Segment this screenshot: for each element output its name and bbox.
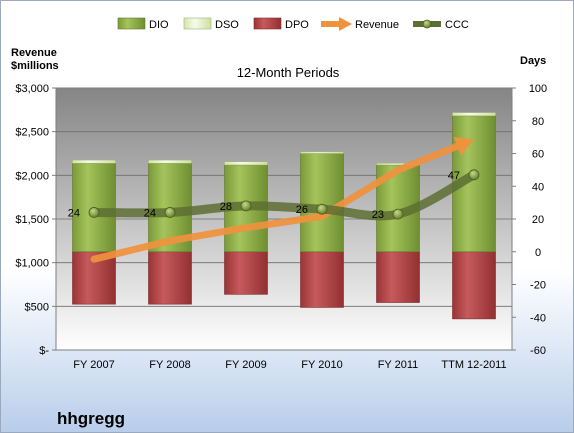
lines: 24 24 28 26 23 47 — [68, 136, 480, 263]
right-tick-label: 80 — [532, 116, 544, 128]
left-tick-label: $500 — [25, 301, 49, 313]
legend-swatch-dso — [183, 17, 212, 30]
legend-marker-ccc — [422, 19, 432, 29]
bar-dso-fy-2010 — [300, 151, 344, 154]
ccc-marker-ttm-12-2011 — [468, 169, 480, 181]
legend-label-dpo: DPO — [285, 19, 309, 31]
bars — [72, 112, 496, 320]
right-tick-label: -60 — [530, 345, 546, 357]
bar-dso-fy-2007 — [72, 159, 116, 164]
legend: DIO DSO DPO Revenue CCC — [117, 17, 469, 31]
ccc-data-label-fy-2008: 24 — [144, 207, 156, 219]
x-tick-label-fy-2009: FY 2009 — [225, 359, 266, 371]
legend-label-dso: DSO — [215, 19, 239, 31]
bar-dso-fy-2009 — [224, 161, 268, 166]
left-axis-title: Revenue $millions — [11, 47, 81, 73]
ccc-data-label-fy-2011: 23 — [372, 209, 384, 221]
ccc-data-label-fy-2007: 24 — [68, 207, 80, 219]
right-tick-label: -20 — [530, 280, 546, 292]
x-tick-label-fy-2008: FY 2008 — [149, 359, 190, 371]
ccc-marker-fy-2007 — [88, 207, 100, 218]
left-tick-label: $2,500 — [15, 127, 49, 139]
right-axis: -60 -40 -20 0 20 40 60 80 100 — [512, 83, 547, 357]
left-tick-label: $- — [39, 345, 49, 357]
bar-dso-fy-2008 — [148, 159, 192, 164]
left-axis: $- $500 $1,000 $1,500 $2,000 $2,500 $3,000 — [15, 83, 56, 357]
x-axis: FY 2007 FY 2008 FY 2009 FY 2010 FY 2011 TTM 1… — [73, 359, 506, 371]
ccc-marker-fy-2011 — [392, 208, 404, 220]
bar-dpo-fy-2011 — [376, 251, 420, 303]
bar-dpo-ttm-12-2011 — [452, 251, 496, 320]
right-tick-label: -40 — [530, 312, 546, 324]
legend-label-revenue: Revenue — [355, 19, 399, 31]
revenue-arrowhead — [453, 136, 474, 156]
right-tick-label: 0 — [535, 247, 541, 259]
left-tick-label: $2,000 — [15, 170, 49, 182]
x-tick-label-fy-2011: FY 2011 — [378, 359, 419, 371]
left-tick-label: $1,000 — [15, 258, 49, 270]
legend-label-ccc: CCC — [445, 19, 469, 31]
bar-dio-fy-2010 — [300, 153, 344, 253]
bar-dpo-fy-2010 — [300, 251, 344, 308]
left-axis-title-line1: Revenue — [11, 47, 57, 59]
bar-dpo-fy-2007 — [72, 251, 116, 305]
right-axis-title: Days — [520, 55, 547, 67]
right-tick-label: 100 — [529, 83, 547, 95]
legend-swatch-dio — [117, 17, 146, 30]
x-tick-label-fy-2007: FY 2007 — [73, 359, 114, 371]
ccc-line — [89, 170, 479, 221]
x-tick-label-ttm-12-2011: TTM 12-2011 — [441, 359, 506, 371]
legend-arrowhead-revenue — [339, 17, 352, 31]
chart-title: 12-Month Periods — [236, 65, 340, 80]
bar-dpo-fy-2009 — [224, 251, 268, 295]
legend-swatch-dpo — [253, 17, 282, 30]
ccc-data-label-fy-2010: 26 — [296, 204, 308, 216]
ccc-data-label-ttm-12-2011: 47 — [448, 170, 460, 182]
ccc-data-label-fy-2009: 28 — [220, 201, 232, 213]
ccc-marker-fy-2010 — [316, 203, 328, 215]
left-tick-label: $1,500 — [15, 214, 49, 226]
revenue-line — [90, 140, 468, 263]
right-tick-label: 60 — [532, 149, 544, 161]
company-name: hhgregg — [57, 409, 125, 428]
ccc-marker-fy-2009 — [240, 200, 252, 212]
left-tick-label: $3,000 — [15, 83, 49, 95]
bar-dso-ttm-12-2011 — [452, 112, 496, 117]
gridlines — [56, 131, 512, 307]
bar-dpo-fy-2008 — [148, 251, 192, 305]
ccc-marker-fy-2008 — [164, 207, 176, 218]
left-axis-title-line2: $millions — [11, 60, 59, 72]
legend-label-dio: DIO — [149, 19, 169, 31]
right-tick-label: 20 — [532, 214, 544, 226]
x-tick-label-fy-2010: FY 2010 — [301, 359, 342, 371]
right-tick-label: 40 — [532, 181, 544, 193]
